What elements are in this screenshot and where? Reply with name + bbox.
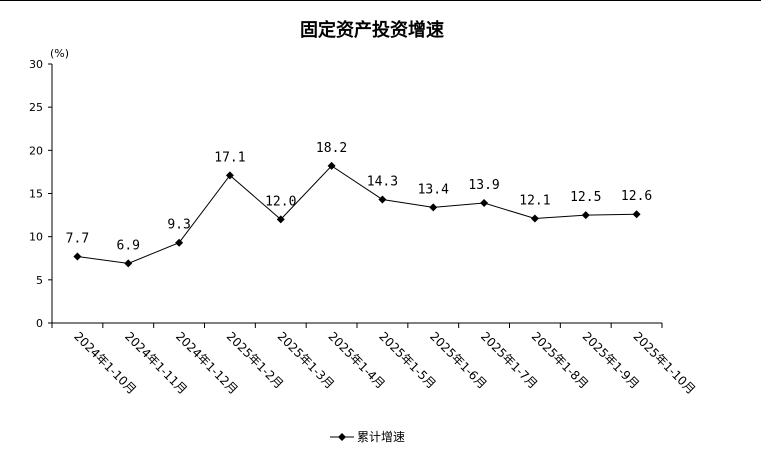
data-label: 13.4 [418,182,449,197]
data-label: 9.3 [167,218,190,233]
data-point-marker [581,211,590,220]
chart-title: 固定资产投资增速 [300,19,444,41]
x-tick-label: 2025年1-10月 [630,329,698,397]
legend: 累计增速 [330,430,405,444]
legend-label: 累计增速 [357,430,405,444]
y-tick-label: 20 [29,144,43,157]
data-point-marker [175,238,184,247]
y-tick-label: 0 [36,317,43,330]
data-label: 12.5 [570,190,601,205]
y-tick-label: 30 [29,58,43,71]
y-unit-label: (%) [50,47,69,60]
x-axis: 2024年1-10月2024年1-11月2024年1-12月2025年1-2月2… [51,322,698,397]
legend-diamond-icon [338,433,346,441]
data-label: 12.1 [519,194,550,209]
data-point-marker [480,198,489,207]
y-axis: 0 5 10 15 20 25 30 [29,58,53,330]
data-point-marker [124,259,133,268]
data-point-marker [378,195,387,204]
data-label: 12.6 [621,189,652,204]
data-label: 18.2 [316,141,347,156]
data-point-marker [632,210,641,219]
data-point-marker [276,215,285,224]
data-label: 6.9 [117,238,140,253]
series-line [77,165,637,264]
data-label: 17.1 [214,150,245,165]
y-tick-label: 10 [29,231,43,244]
series-cumulative-growth: 7.7 6.9 9.3 17.1 12.0 18.2 14.3 13.4 13.9 12.1 12.… [66,141,652,268]
data-label: 7.7 [66,232,89,247]
data-point-marker [225,171,234,180]
y-tick-label: 15 [29,188,43,201]
data-point-marker [327,161,336,170]
y-tick-label: 5 [36,274,43,287]
data-point-marker [429,203,438,212]
data-label: 14.3 [367,175,398,190]
y-tick-label: 25 [29,101,43,114]
data-point-marker [530,214,539,223]
data-label: 12.0 [265,194,296,209]
data-point-marker [73,252,82,261]
data-label: 13.9 [468,178,499,193]
